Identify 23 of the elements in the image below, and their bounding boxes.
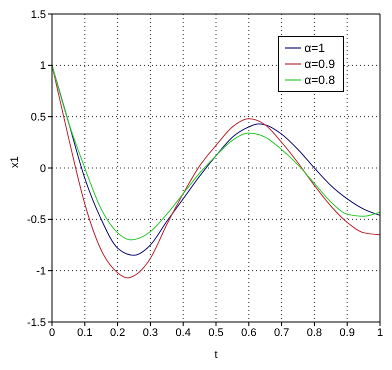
legend-label: α=1 bbox=[304, 40, 325, 56]
y-tick-label: 0.5 bbox=[30, 112, 46, 124]
legend-label: α=0.8 bbox=[304, 72, 335, 88]
y-tick-label: -1 bbox=[36, 266, 46, 278]
y-tick-label: -1.5 bbox=[27, 316, 46, 329]
y-tick-label: -0.5 bbox=[27, 214, 46, 226]
y-tick-label: 1 bbox=[40, 60, 46, 72]
x-tick-label: 0.1 bbox=[77, 326, 92, 339]
y-tick-label: 0 bbox=[40, 162, 46, 175]
x-tick-label: 0.9 bbox=[340, 326, 355, 339]
x-tick-label: 0.7 bbox=[274, 326, 290, 339]
x-tick-label: 0.5 bbox=[208, 326, 224, 339]
x-tick-label: 0.8 bbox=[306, 326, 322, 339]
x-tick-label: 0.4 bbox=[176, 326, 191, 339]
x-tick-label: 0.2 bbox=[110, 326, 126, 339]
x-tick-label: 0 bbox=[48, 326, 56, 339]
x-axis-title: t bbox=[214, 349, 218, 361]
x-tick-label: 1 bbox=[376, 326, 384, 339]
x-tick-label: 0.3 bbox=[142, 326, 158, 339]
legend-label: α=0.9 bbox=[304, 56, 335, 72]
y-tick-label: 1.5 bbox=[30, 8, 46, 21]
y-axis-title: x1 bbox=[8, 156, 21, 168]
x-tick-label: 0.6 bbox=[241, 326, 256, 339]
